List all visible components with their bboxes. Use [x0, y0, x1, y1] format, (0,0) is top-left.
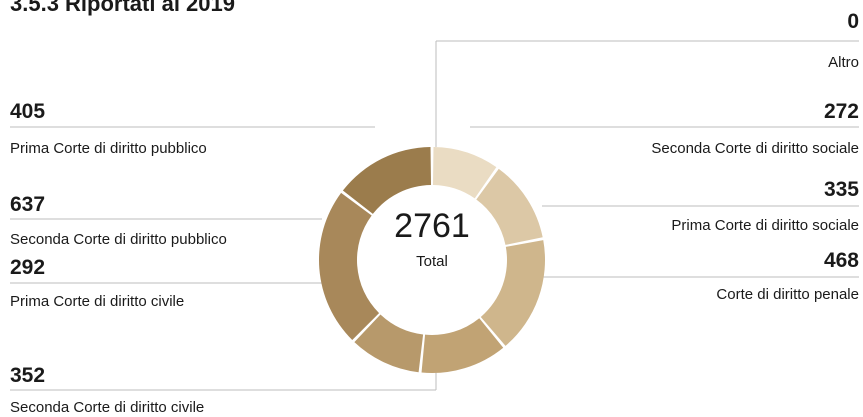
leader-lines — [10, 40, 859, 391]
label-prima-corte-di-diritto-pubblico: Prima Corte di diritto pubblico — [10, 140, 207, 157]
slice-prima-corte-di-diritto-pubblico — [342, 147, 432, 214]
value-prima-corte-di-diritto-civile: 292 — [10, 256, 45, 279]
value-altro: 0 — [847, 10, 859, 33]
total-value: 2761 — [394, 207, 470, 245]
label-seconda-corte-di-diritto-civile: Seconda Corte di diritto civile — [10, 399, 204, 416]
value-prima-corte-di-diritto-pubblico: 405 — [10, 100, 45, 123]
slice-prima-corte-di-diritto-civile — [354, 314, 424, 373]
total-label: Total — [416, 253, 448, 270]
value-seconda-corte-di-diritto-pubblico: 637 — [10, 193, 45, 216]
label-seconda-corte-di-diritto-sociale: Seconda Corte di diritto sociale — [651, 140, 859, 157]
slice-labels: 0 Altro 272 Seconda Corte di diritto social… — [10, 10, 859, 416]
donut-slices — [318, 147, 545, 374]
label-altro: Altro — [828, 54, 859, 71]
slice-prima-corte-di-diritto-sociale — [476, 168, 543, 245]
label-prima-corte-di-diritto-sociale: Prima Corte di diritto sociale — [671, 217, 859, 234]
slice-seconda-corte-di-diritto-pubblico — [318, 192, 380, 341]
label-seconda-corte-di-diritto-pubblico: Seconda Corte di diritto pubblico — [10, 231, 227, 248]
value-seconda-corte-di-diritto-civile: 352 — [10, 364, 45, 387]
slice-seconda-corte-di-diritto-sociale — [432, 147, 497, 199]
slice-seconda-corte-di-diritto-civile — [421, 318, 504, 374]
slice-corte-di-diritto-penale — [480, 240, 545, 346]
value-corte-di-diritto-penale: 468 — [824, 249, 859, 272]
value-seconda-corte-di-diritto-sociale: 272 — [824, 100, 859, 123]
page-title: 3.5.3 Riportati al 2019 — [10, 0, 235, 16]
label-corte-di-diritto-penale: Corte di diritto penale — [716, 286, 859, 303]
label-prima-corte-di-diritto-civile: Prima Corte di diritto civile — [10, 293, 184, 310]
value-prima-corte-di-diritto-sociale: 335 — [824, 178, 859, 201]
